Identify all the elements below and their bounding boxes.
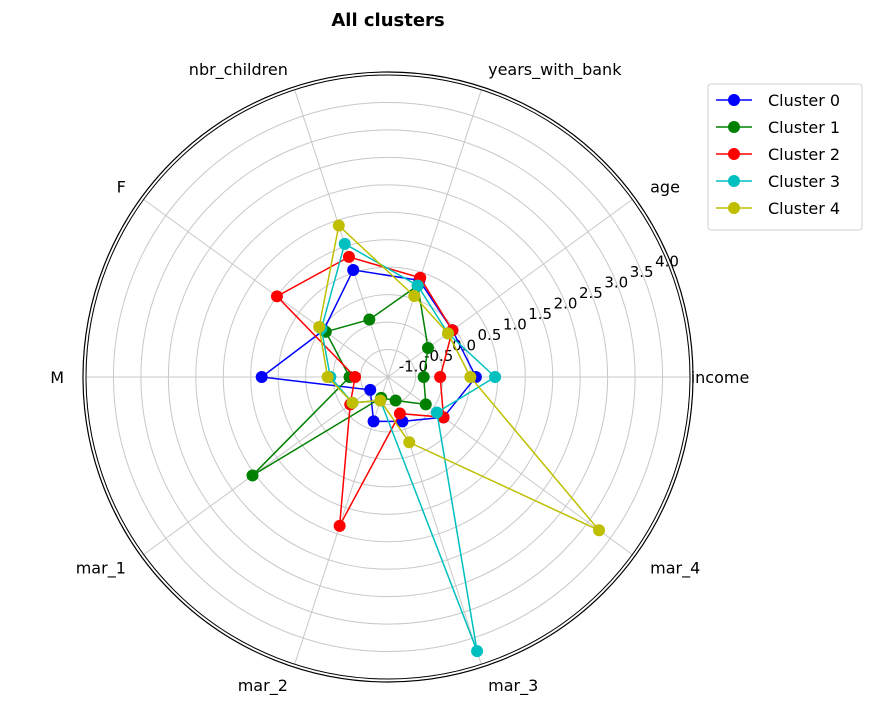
radial-tick-labels: -1.0-0.50.00.51.01.52.02.53.03.54.0 (399, 252, 679, 375)
legend-swatch-marker (728, 202, 740, 214)
r-tick-label: 0.5 (478, 326, 502, 344)
series-point (408, 290, 421, 303)
axis-label-mar-4: mar_4 (650, 558, 700, 578)
series-4 (313, 219, 606, 537)
series-point (342, 250, 355, 263)
series-group (246, 219, 606, 658)
axis-label-income: income (691, 368, 750, 387)
axis-label-nbr-children: nbr_children (189, 60, 288, 80)
series-point (593, 524, 606, 537)
series-point (255, 371, 268, 383)
series-point (471, 645, 484, 658)
legend-entry: Cluster 2 (768, 145, 840, 164)
r-tick-label: 2.5 (579, 284, 603, 302)
series-point (349, 371, 362, 383)
series-point (417, 371, 430, 383)
grid-spoke (143, 199, 389, 378)
legend-box (707, 83, 863, 231)
series-point (333, 519, 346, 532)
legend-swatch-marker (728, 148, 740, 160)
outer-frame (82, 71, 694, 683)
r-tick-label: 1.0 (503, 315, 527, 333)
r-tick-label: 3.5 (630, 263, 654, 281)
axis-label-years-with-bank: years_with_bank (488, 60, 622, 80)
legend-entry: Cluster 1 (768, 118, 840, 137)
series-point (364, 383, 377, 396)
r-tick-label: 2.0 (554, 294, 578, 312)
axis-label-M: M (50, 368, 64, 387)
grid-spoke (294, 89, 389, 378)
r-tick-label: -1.0 (399, 357, 428, 375)
series-line (251, 284, 429, 477)
r-tick-label: 3.0 (604, 273, 628, 291)
series-point (421, 341, 434, 354)
outer-frame-inner (85, 74, 691, 680)
series-point (434, 371, 447, 383)
series-point (393, 407, 406, 420)
axis-labels: income age years_with_bank nbr_children F Mma… (50, 60, 749, 696)
series-point (441, 327, 454, 340)
series-point (347, 263, 360, 276)
series-point (374, 394, 387, 407)
legend-swatch-marker (728, 94, 740, 106)
series-point (332, 219, 345, 232)
series-point (367, 415, 380, 428)
axis-label-mar-1: mar_1 (76, 558, 126, 578)
series-point (313, 320, 326, 333)
legend-entry: Cluster 4 (768, 199, 840, 218)
legend-swatch-marker (728, 175, 740, 187)
radar-grid (82, 71, 694, 683)
legend: Cluster 0 Cluster 1 Cluster 2 Cluster 3 Clus… (707, 83, 863, 231)
series-point (489, 371, 502, 383)
series-line (259, 269, 477, 423)
axis-label-mar-3: mar_3 (488, 676, 538, 696)
series-point (321, 371, 334, 383)
legend-entry: Cluster 3 (768, 172, 840, 191)
series-point (403, 436, 416, 449)
series-point (363, 313, 376, 326)
axis-label-age: age (650, 178, 680, 197)
series-point (430, 406, 443, 419)
series-point (464, 371, 477, 383)
series-point (270, 290, 283, 303)
series-point (419, 398, 432, 411)
series-point (338, 237, 351, 250)
axis-label-mar-2: mar_2 (238, 676, 288, 696)
legend-swatch-marker (728, 121, 740, 133)
r-tick-label: 0.0 (452, 336, 476, 354)
r-tick-label: 4.0 (655, 252, 679, 270)
chart-title: All clusters (331, 10, 444, 31)
legend-entry: Cluster 0 (768, 91, 840, 110)
series-point (246, 469, 259, 482)
grid-spoke (387, 89, 482, 378)
series-point (346, 396, 359, 409)
axis-label-F: F (117, 178, 126, 197)
series-point (389, 394, 402, 407)
r-tick-label: 1.5 (528, 305, 552, 323)
series-point (411, 279, 424, 292)
